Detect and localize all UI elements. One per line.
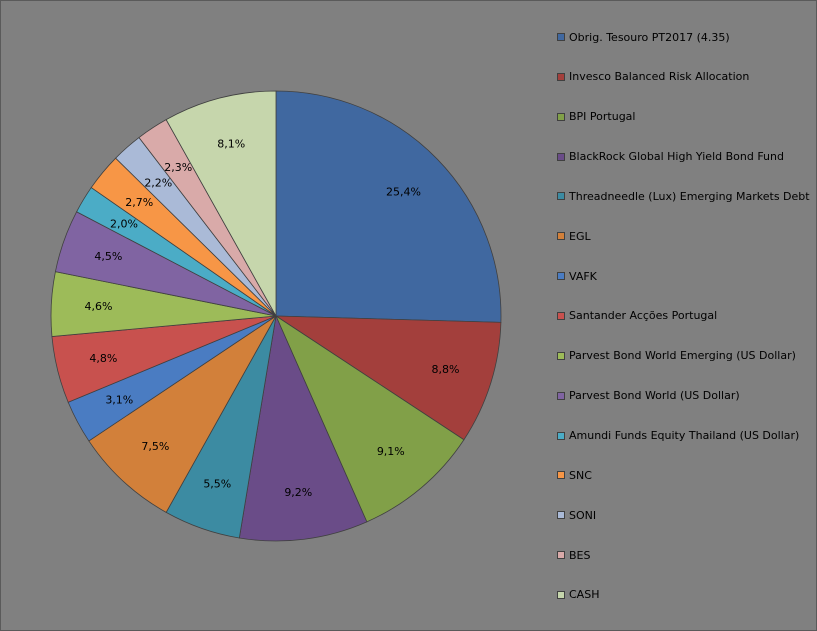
- pie-slice: [274, 315, 502, 441]
- legend-swatch: [557, 232, 565, 241]
- data-label: 5,5%: [203, 477, 231, 490]
- legend-swatch: [557, 192, 565, 201]
- legend-item: BlackRock Global High Yield Bond Fund: [557, 147, 784, 167]
- legend-swatch: [557, 590, 565, 599]
- data-label: 2,0%: [110, 217, 138, 230]
- legend-item: Parvest Bond World Emerging (US Dollar): [557, 346, 796, 366]
- legend-swatch: [557, 311, 565, 320]
- legend-swatch: [557, 511, 565, 520]
- data-label: 2,2%: [144, 176, 172, 189]
- legend-label: Parvest Bond World Emerging (US Dollar): [569, 349, 796, 363]
- legend-label: BES: [569, 548, 591, 562]
- legend-label: Invesco Balanced Risk Allocation: [569, 70, 750, 84]
- legend-label: Parvest Bond World (US Dollar): [569, 389, 740, 403]
- legend-label: Obrig. Tesouro PT2017 (4.35): [569, 30, 730, 44]
- data-label: 2,7%: [125, 196, 153, 209]
- data-label: 9,1%: [377, 445, 405, 458]
- legend-item: VAFK: [557, 266, 597, 286]
- legend-item: Obrig. Tesouro PT2017 (4.35): [557, 27, 730, 47]
- legend-item: Threadneedle (Lux) Emerging Markets Debt: [557, 186, 810, 206]
- data-label: 25,4%: [386, 186, 421, 199]
- legend-item: BPI Portugal: [557, 107, 635, 127]
- pie-slice: [88, 315, 277, 513]
- legend-label: SONI: [569, 508, 597, 522]
- data-label: 8,1%: [217, 138, 245, 151]
- legend-swatch: [557, 391, 565, 400]
- data-label: 4,6%: [85, 300, 113, 313]
- data-label: 3,1%: [105, 393, 133, 406]
- legend-label: BlackRock Global High Yield Bond Fund: [569, 150, 784, 164]
- pie-slice: [275, 314, 465, 523]
- legend-label: Amundi Funds Equity Thailand (US Dollar): [569, 429, 800, 442]
- data-label: 8,8%: [432, 363, 460, 376]
- legend-swatch: [557, 272, 565, 281]
- legend-item: Invesco Balanced Risk Allocation: [557, 67, 749, 87]
- data-label: 2,3%: [164, 161, 192, 174]
- legend-swatch: [557, 152, 565, 161]
- legend-label: Threadneedle (Lux) Emerging Markets Debt: [569, 189, 810, 203]
- legend-item: CASH: [557, 585, 599, 605]
- legend-swatch: [557, 551, 565, 560]
- legend-label: CASH: [569, 588, 600, 602]
- data-label: 9,2%: [284, 486, 312, 499]
- legend-label: Santander Acções Portugal: [569, 309, 718, 323]
- data-label: 7,5%: [141, 440, 169, 453]
- legend-swatch: [557, 112, 565, 121]
- legend-item: SNC: [557, 465, 592, 485]
- legend-item: SONI: [557, 505, 596, 525]
- legend-swatch: [557, 471, 565, 480]
- legend-label: BPI Portugal: [569, 110, 636, 124]
- data-label: 4,8%: [89, 352, 117, 365]
- legend-item: Amundi Funds Equity Thailand (US Dollar): [557, 426, 799, 446]
- pie-slice: [238, 314, 368, 542]
- legend-item: EGL: [557, 226, 591, 246]
- pie-slice: [275, 90, 502, 323]
- legend-swatch: [557, 72, 565, 81]
- legend-item: BES: [557, 545, 590, 565]
- legend-item: Parvest Bond World (US Dollar): [557, 386, 740, 406]
- legend-label: EGL: [569, 229, 591, 243]
- legend-item: Santander Acções Portugal: [557, 306, 717, 326]
- legend-label: SNC: [569, 468, 592, 482]
- data-label: 4,5%: [94, 250, 122, 263]
- legend-swatch: [557, 431, 565, 440]
- legend-swatch: [557, 351, 565, 360]
- legend-label: VAFK: [569, 269, 597, 283]
- legend-swatch: [557, 33, 565, 41]
- pie-slice: [165, 90, 277, 318]
